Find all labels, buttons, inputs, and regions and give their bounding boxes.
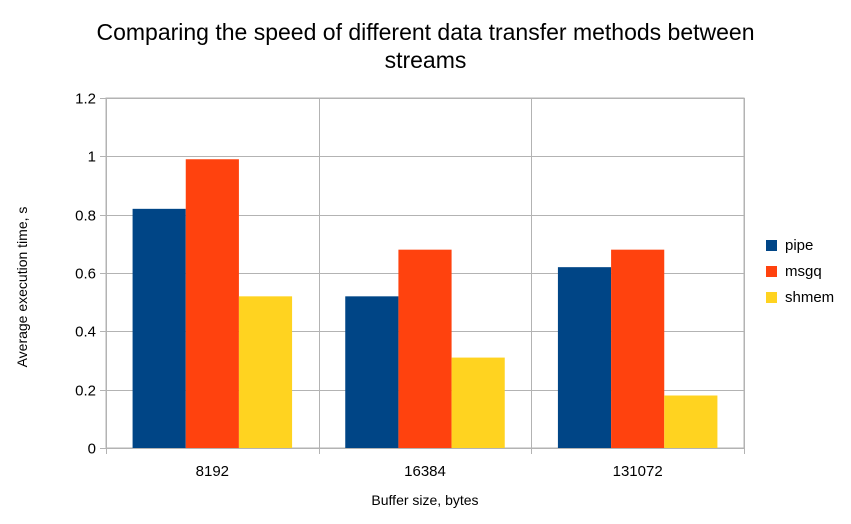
legend-label-msgq: msgq [785, 262, 822, 280]
legend-item-pipe: pipe [766, 232, 834, 258]
y-tick-label: 1.2 [75, 91, 96, 108]
bar-shmem-8192 [238, 296, 293, 448]
chart-title: Comparing the speed of different data tr… [0, 18, 851, 74]
bar-msgq-8192 [185, 159, 239, 448]
chart-title-line-1: Comparing the speed of different data tr… [96, 19, 755, 45]
y-axis-label: Average execution time, s [14, 206, 30, 368]
legend-item-shmem: shmem [766, 284, 834, 310]
legend-swatch-msgq [766, 265, 777, 277]
legend-label-shmem: shmem [785, 288, 835, 306]
legend-swatch-shmem [766, 291, 777, 303]
y-tick-label: 0.8 [75, 208, 96, 225]
x-tick-label: 16384 [404, 463, 446, 480]
bar-pipe-16384 [345, 296, 399, 448]
bar-pipe-8192 [132, 208, 186, 448]
y-tick-label: 1 [88, 149, 96, 166]
bar-msgq-131072 [611, 249, 665, 448]
bar-shmem-16384 [451, 357, 505, 448]
y-tick-label: 0.2 [75, 383, 96, 400]
y-tick-label: 0.4 [75, 324, 96, 341]
legend-label-pipe: pipe [785, 236, 814, 254]
x-tick-label: 8192 [196, 463, 229, 480]
y-tick-label: 0 [88, 441, 96, 458]
bar-msgq-16384 [398, 249, 452, 448]
x-tick-label: 131072 [613, 463, 663, 480]
bar-shmem-131072 [664, 395, 718, 448]
x-axis-label: Buffer size, bytes [371, 492, 479, 508]
legend: pipe msgq shmem [766, 232, 834, 310]
chart-title-line-2: streams [384, 47, 467, 73]
y-tick-label: 0.6 [75, 266, 96, 283]
legend-swatch-pipe [766, 239, 777, 251]
legend-item-msgq: msgq [766, 258, 834, 284]
bar-pipe-131072 [557, 267, 612, 448]
